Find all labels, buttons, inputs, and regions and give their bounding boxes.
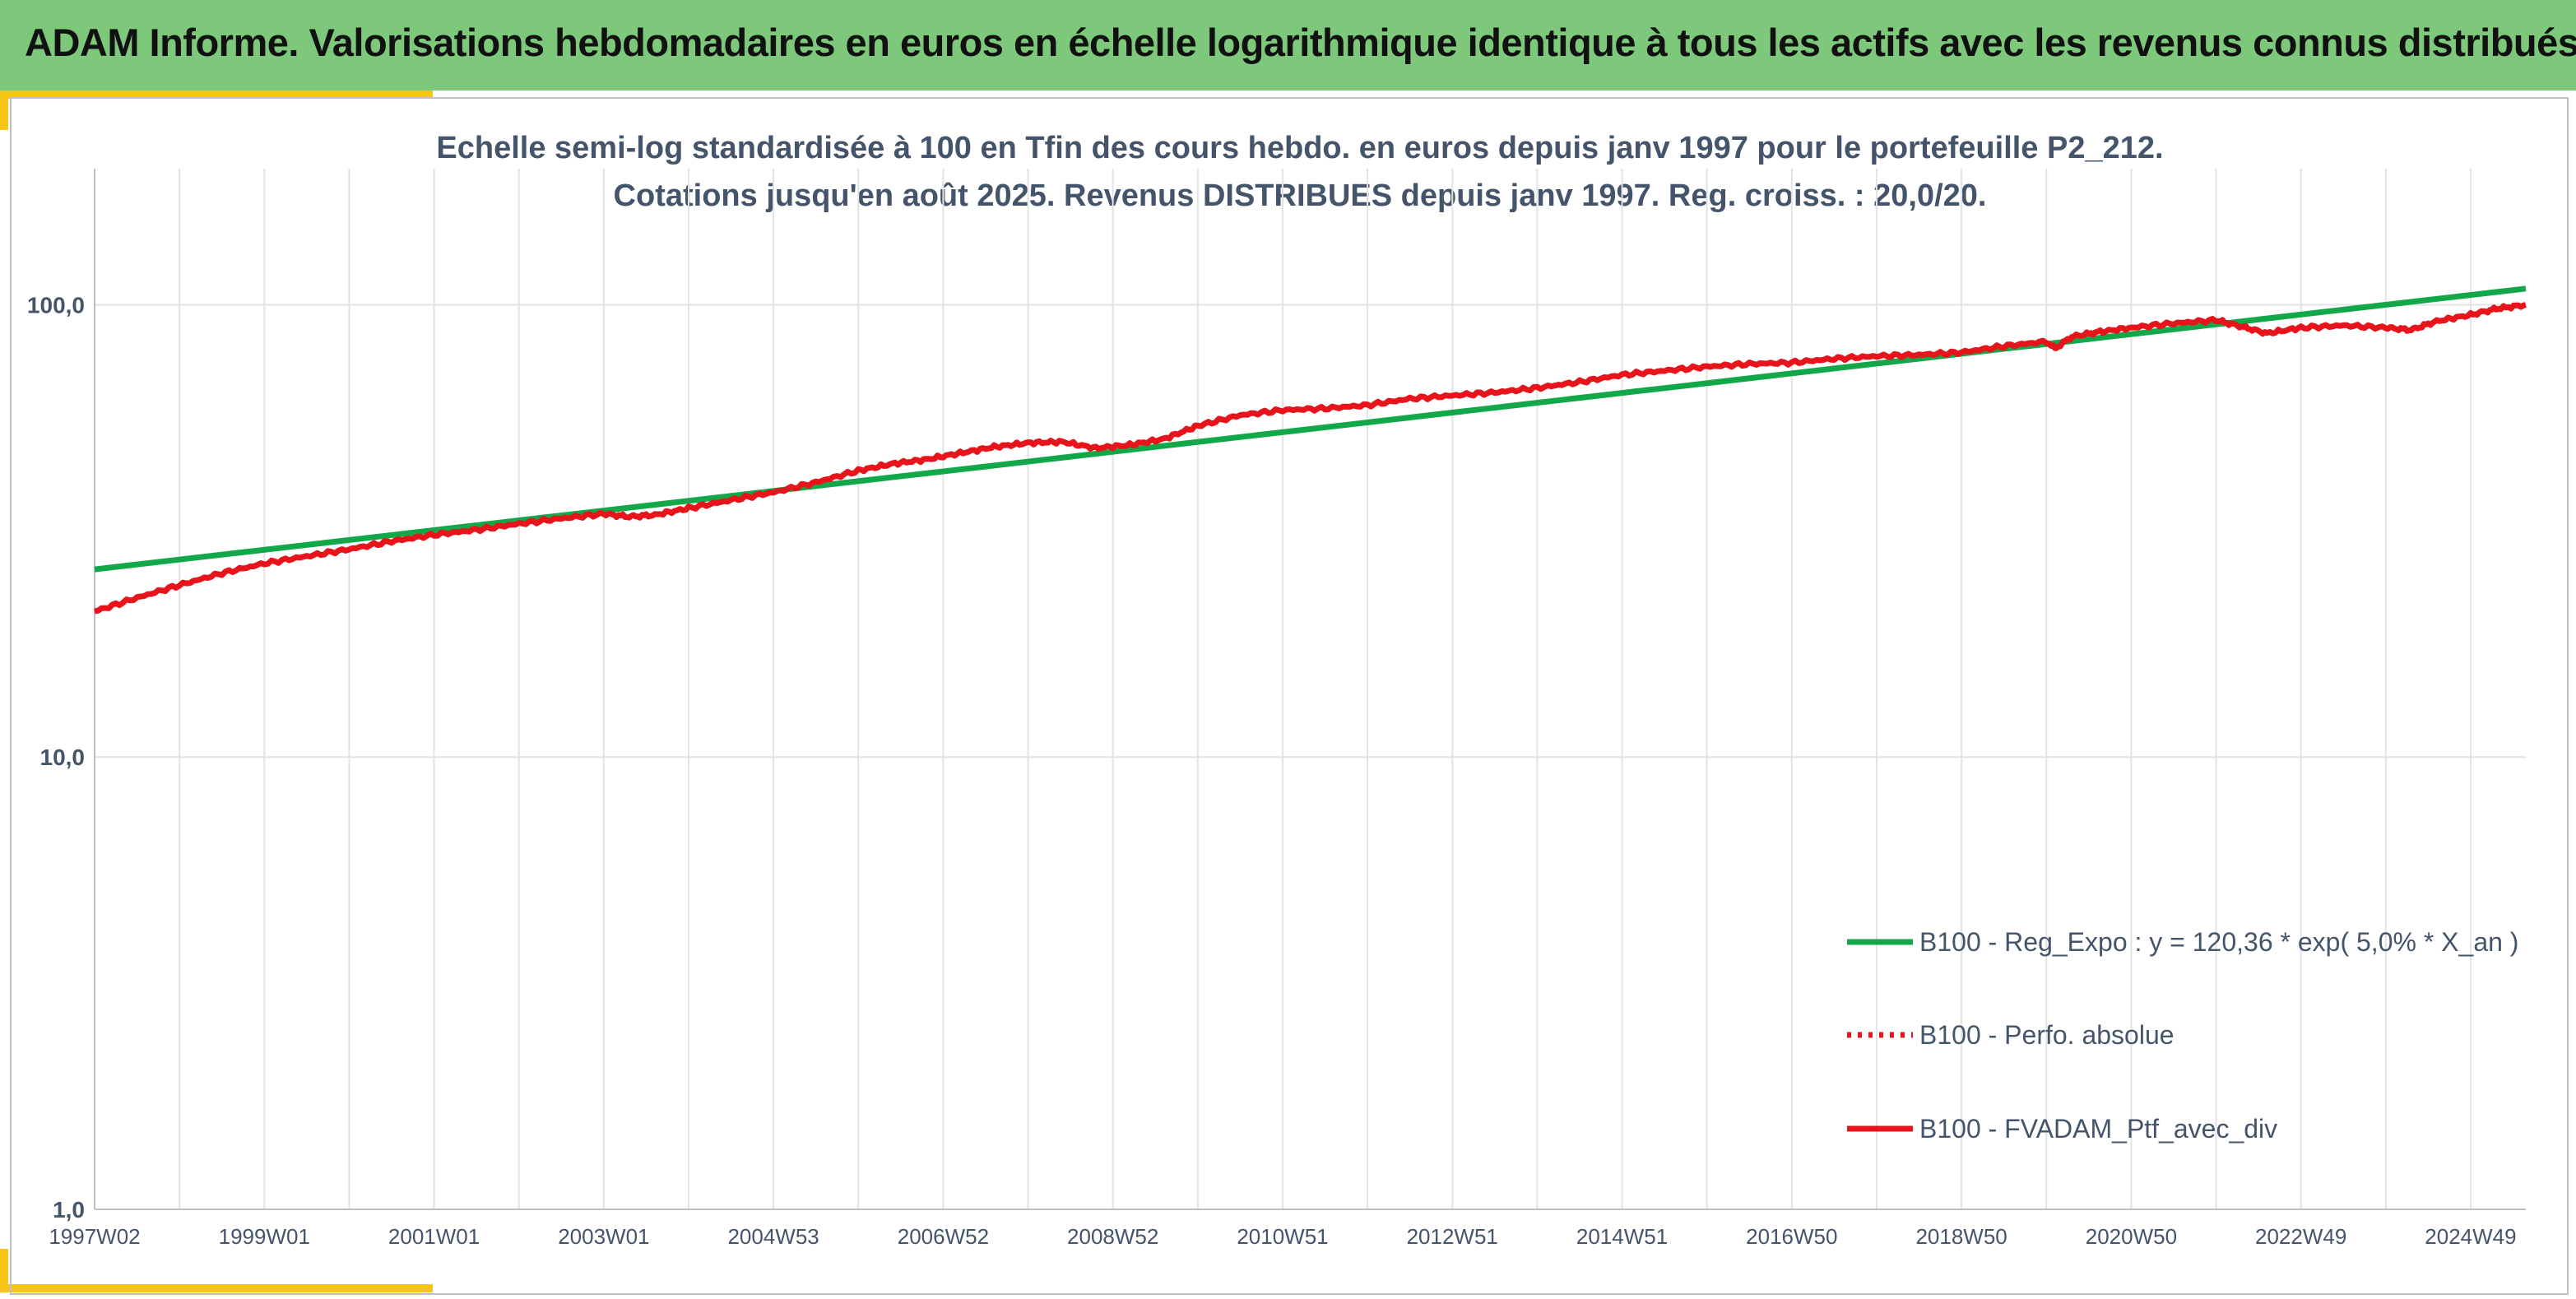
x-tick-label: 2016W50 xyxy=(1746,1224,1837,1249)
title-banner: ADAM Informe. Valorisations hebdomadaire… xyxy=(0,0,2576,90)
gridlines xyxy=(94,169,2526,1210)
y-tick-label: 100,0 xyxy=(27,292,85,318)
series-line-3 xyxy=(94,302,2527,615)
chart-frame xyxy=(10,97,2569,1295)
x-tick-label: 1999W01 xyxy=(219,1224,310,1249)
legend-label-1: B100 - Reg_Expo : y = 120,36 * exp( 5,0%… xyxy=(1919,927,2518,957)
chart-title-line1: Echelle semi-log standardisée à 100 en T… xyxy=(436,131,2163,165)
x-tick-label: 2006W52 xyxy=(898,1224,989,1249)
x-tick-label: 2022W49 xyxy=(2255,1224,2346,1249)
series-lines xyxy=(94,285,2527,615)
chart-title-line2: Cotations jusqu'en août 2025. Revenus DI… xyxy=(614,179,1987,213)
page-title: ADAM Informe. Valorisations hebdomadaire… xyxy=(25,21,2576,64)
x-tick-label: 2012W51 xyxy=(1407,1224,1498,1249)
gold-accent-left-bottom xyxy=(0,1249,8,1292)
gold-accent-left-top xyxy=(0,90,8,130)
x-tick-label: 2010W51 xyxy=(1237,1224,1328,1249)
legend-label-3: B100 - FVADAM_Ptf_avec_div xyxy=(1919,1114,2277,1144)
x-tick-label: 2001W01 xyxy=(388,1224,480,1249)
x-tick-label: 2008W52 xyxy=(1067,1224,1158,1249)
x-tick-label: 2003W01 xyxy=(558,1224,649,1249)
legend: B100 - Reg_Expo : y = 120,36 * exp( 5,0%… xyxy=(1847,927,2518,1144)
legend-label-2: B100 - Perfo. absolue xyxy=(1919,1020,2175,1050)
x-tick-label: 2004W53 xyxy=(727,1224,819,1249)
series-line-1 xyxy=(94,285,2527,573)
x-tick-label: 1997W02 xyxy=(49,1224,140,1249)
y-tick-label: 10,0 xyxy=(40,745,86,770)
x-tick-label: 2018W50 xyxy=(1915,1224,2007,1249)
x-tick-label: 2014W51 xyxy=(1576,1224,1668,1249)
x-tick-label: 2020W50 xyxy=(2086,1224,2177,1249)
gold-accent-bottom xyxy=(0,1284,433,1292)
gold-accent-top xyxy=(0,90,433,99)
y-tick-label: 1,0 xyxy=(53,1197,85,1222)
x-tick-label: 2024W49 xyxy=(2425,1224,2516,1249)
